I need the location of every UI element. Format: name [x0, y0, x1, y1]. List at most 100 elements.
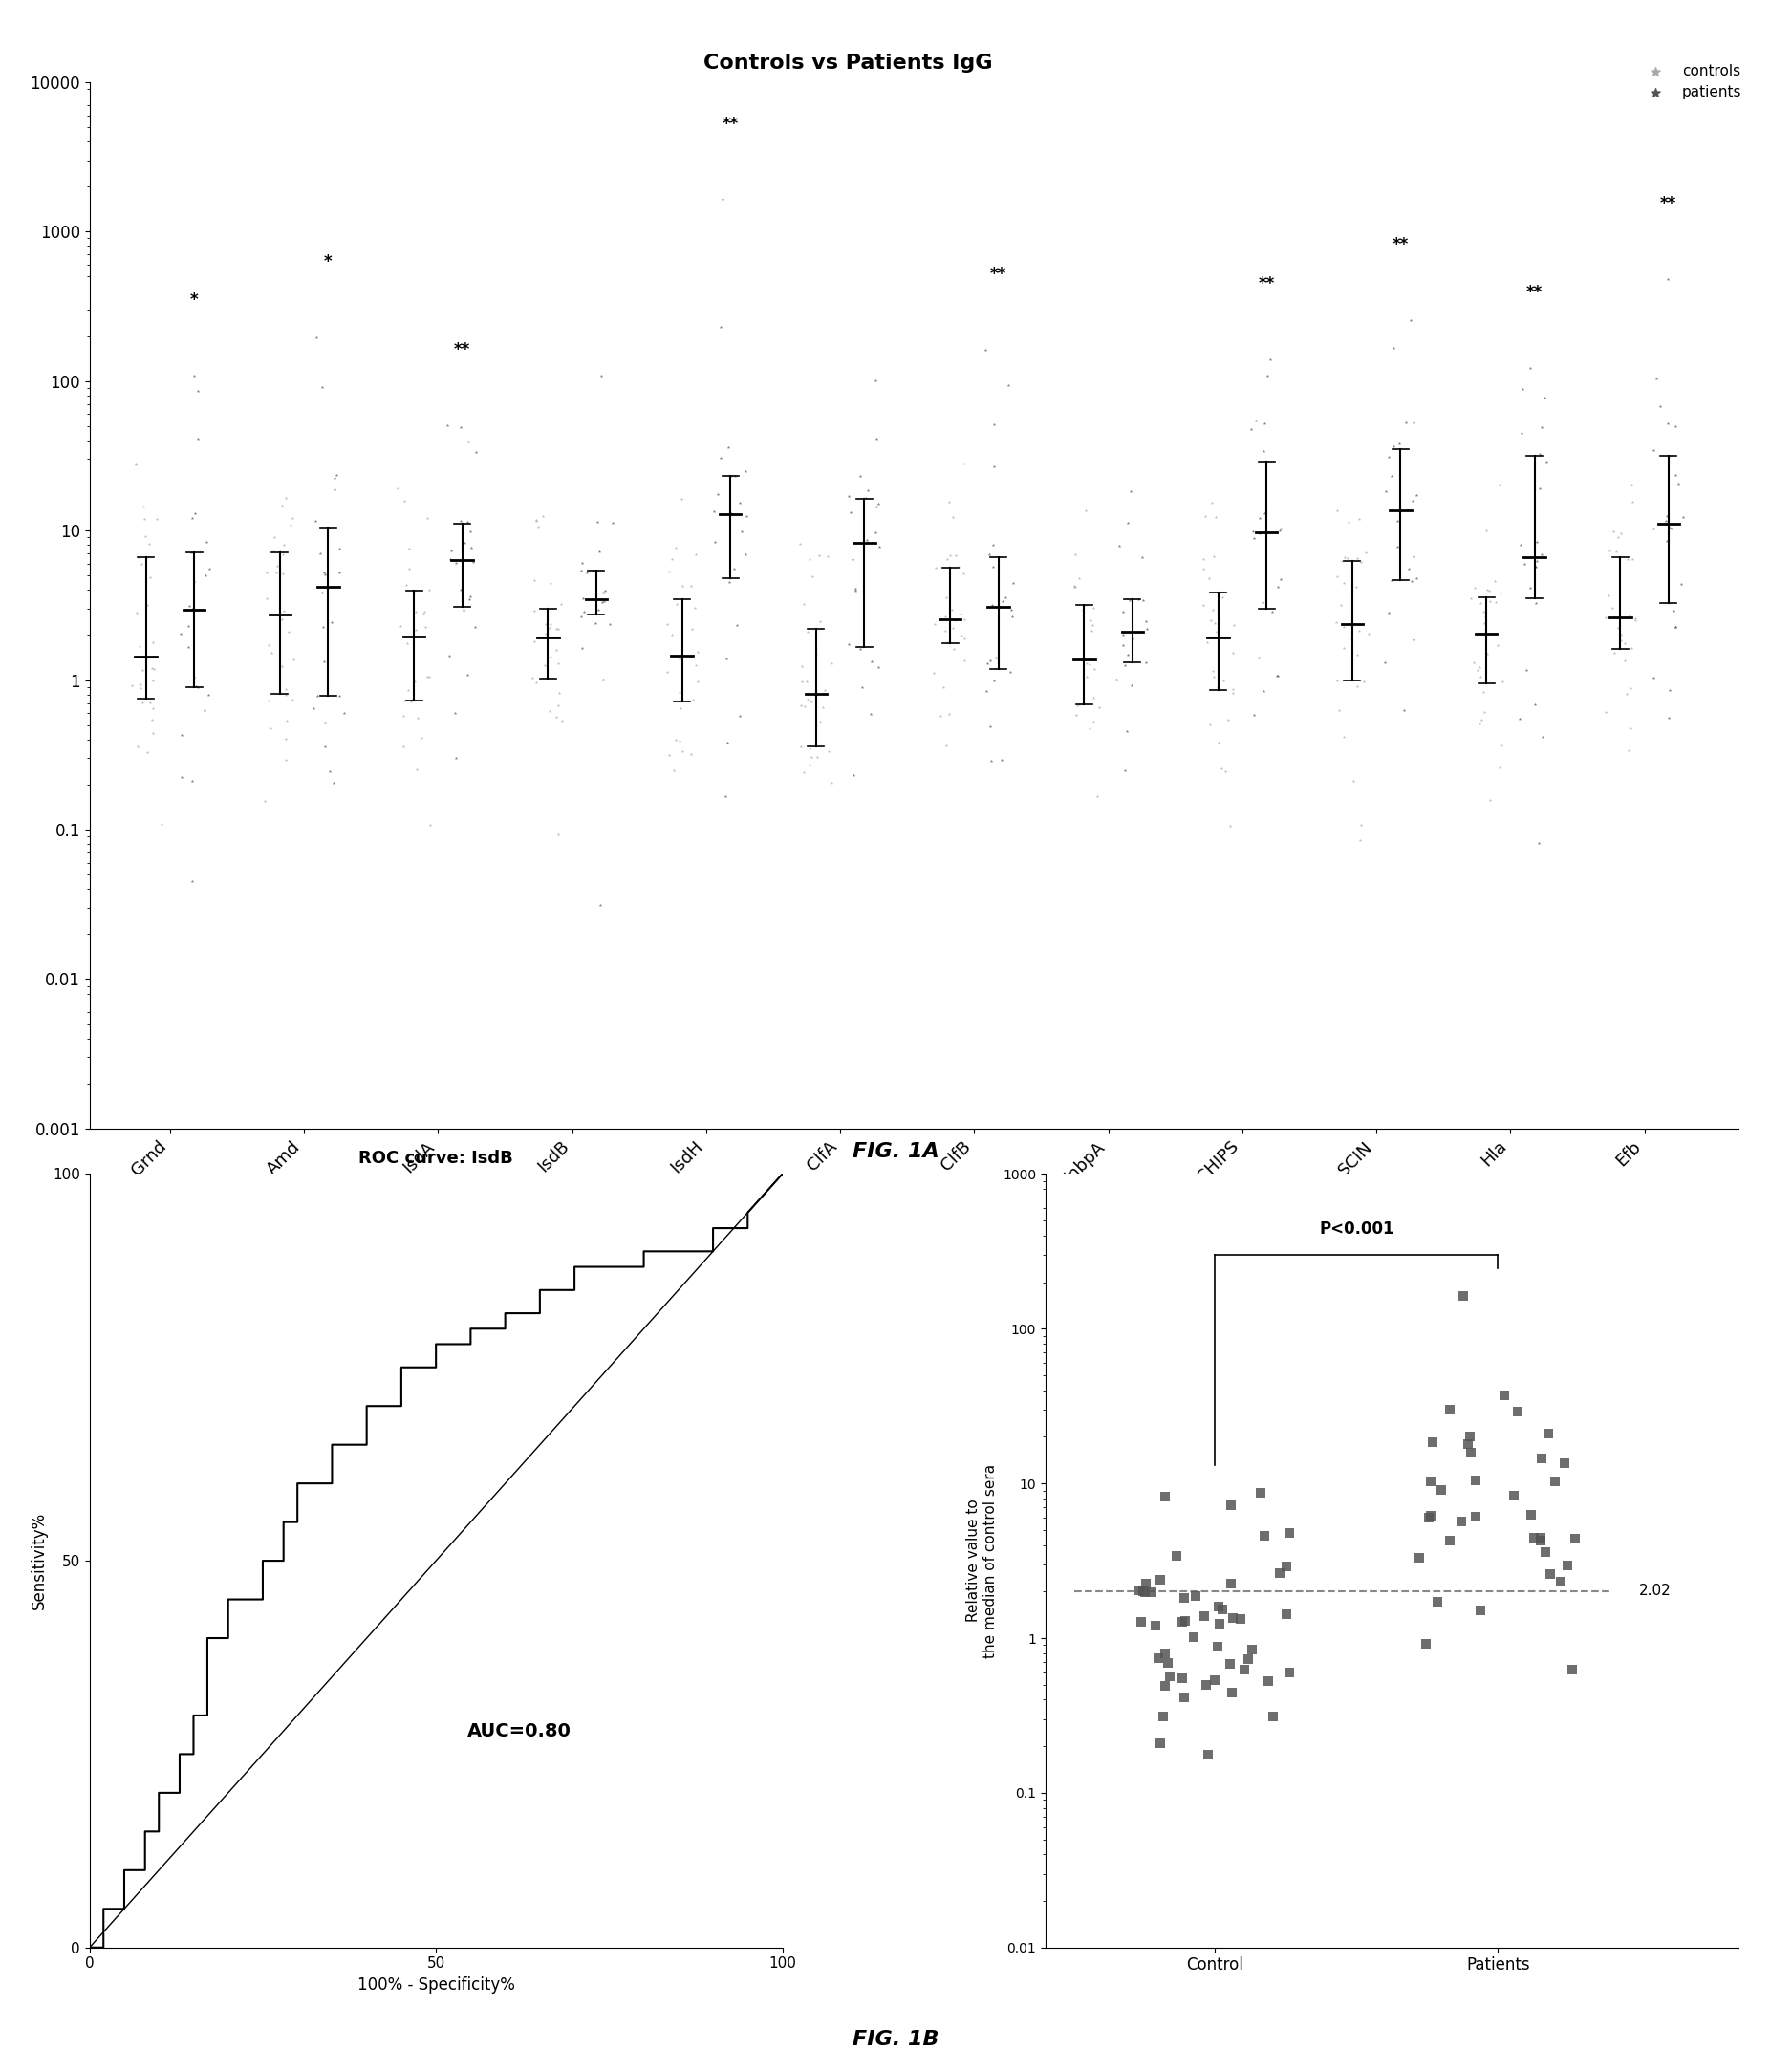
Point [1190, 543, 1219, 576]
Point [127, 687, 156, 720]
Point [441, 697, 470, 730]
Point [715, 566, 744, 599]
Point [1615, 599, 1643, 631]
Point [846, 631, 874, 664]
Point [536, 640, 564, 672]
Point [1392, 406, 1421, 439]
Point [310, 707, 339, 740]
Point [1534, 1417, 1563, 1449]
Point [195, 551, 224, 584]
Point [1322, 494, 1351, 527]
Point [541, 613, 570, 646]
Point [1661, 611, 1690, 644]
Point [1109, 594, 1138, 627]
Point [921, 551, 950, 584]
Point [787, 664, 815, 697]
Point [677, 613, 706, 646]
Point [1249, 1519, 1278, 1552]
Text: **: ** [1392, 236, 1409, 252]
Point [1204, 1607, 1233, 1640]
Point [520, 625, 548, 658]
Point [1604, 521, 1633, 554]
Point [991, 580, 1020, 613]
Point [276, 508, 305, 541]
Point [833, 627, 862, 660]
Point [810, 672, 839, 705]
Point [308, 576, 337, 609]
Point [1245, 502, 1274, 535]
Point [1656, 510, 1684, 543]
Point [679, 683, 708, 715]
Point [455, 515, 484, 547]
Point [1150, 1669, 1179, 1701]
Point [1170, 1605, 1199, 1638]
Point [181, 496, 210, 529]
Point [840, 574, 869, 607]
Point [1512, 654, 1541, 687]
Point [1204, 1589, 1233, 1622]
Point [1109, 629, 1138, 662]
Point [1523, 545, 1552, 578]
Point [1102, 662, 1131, 695]
Point [1125, 1574, 1154, 1607]
Point [1322, 605, 1351, 638]
Point [269, 603, 297, 636]
Point [1330, 611, 1358, 644]
Point [978, 529, 1007, 562]
Point [177, 592, 206, 625]
Point [536, 609, 564, 642]
Point [1150, 1480, 1179, 1513]
Point [677, 738, 706, 771]
Point [1199, 539, 1228, 572]
Point [1595, 580, 1624, 613]
Point [1521, 525, 1550, 558]
Point [837, 496, 866, 529]
Point [1435, 1394, 1464, 1427]
Point [303, 320, 332, 353]
Point [1061, 570, 1090, 603]
Point [147, 808, 176, 840]
Point [455, 580, 484, 613]
Point [1435, 1525, 1464, 1558]
Point [797, 560, 826, 592]
Text: P<0.001: P<0.001 [1319, 1220, 1394, 1238]
Point [1138, 1576, 1167, 1609]
Point [864, 486, 892, 519]
Point [665, 674, 694, 707]
Point [1220, 609, 1249, 642]
Point [1106, 529, 1134, 562]
Text: AUC=0.80: AUC=0.80 [468, 1722, 572, 1740]
Point [862, 422, 891, 455]
Point [835, 480, 864, 512]
Point [1371, 646, 1400, 679]
Point [1116, 476, 1145, 508]
Point [269, 558, 297, 590]
Point [1640, 660, 1668, 693]
Point [1480, 566, 1509, 599]
Point [1652, 525, 1681, 558]
Point [658, 543, 686, 576]
Point [980, 408, 1009, 441]
Point [817, 767, 846, 800]
Point [305, 537, 333, 570]
Point [1620, 603, 1649, 636]
Point [251, 783, 280, 816]
Point [806, 605, 835, 638]
Point [711, 642, 740, 674]
Point [457, 531, 486, 564]
Point [1661, 459, 1690, 492]
Point [1156, 1660, 1185, 1693]
Point [125, 668, 154, 701]
Point [1201, 500, 1229, 533]
Point [1113, 715, 1142, 748]
Point [398, 683, 426, 715]
Point [1111, 754, 1140, 787]
Point [934, 486, 962, 519]
Point [1219, 636, 1247, 668]
Point [713, 726, 742, 758]
Point [321, 474, 349, 506]
Point [412, 660, 441, 693]
Point [401, 613, 430, 646]
Point [1455, 1421, 1484, 1453]
Point [1330, 720, 1358, 752]
